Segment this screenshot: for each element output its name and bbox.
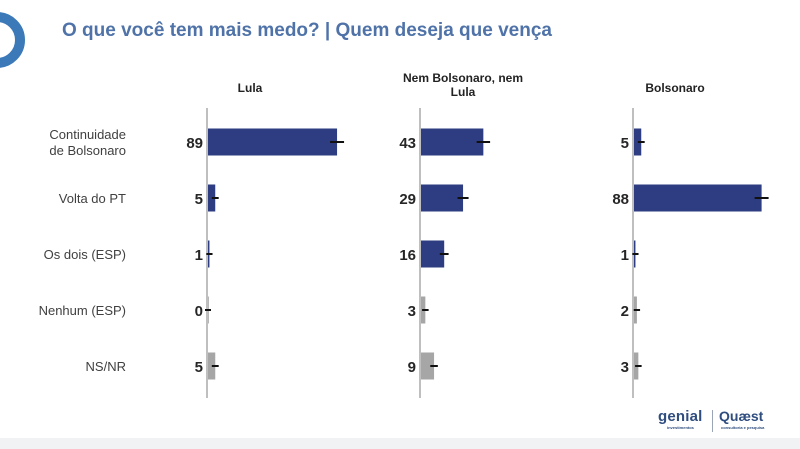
value-label: 1 [195,247,203,264]
value-label: 2 [621,303,629,320]
genial-logo-subtitle: investimentos [667,425,694,430]
value-label: 43 [399,135,416,152]
bar [421,184,464,212]
page-title: O que você tem mais medo? | Quem deseja … [62,20,552,41]
value-label: 88 [612,191,629,208]
bar [208,352,216,380]
quaest-ring-icon [0,12,25,68]
value-label: 9 [408,359,416,376]
value-label: 3 [408,303,416,320]
category-label: NS/NR [86,359,126,374]
footer-band [0,438,800,449]
value-label: 5 [195,191,203,208]
category-label: Nenhum (ESP) [39,303,126,318]
logo-divider [712,410,713,432]
bar [634,128,642,156]
quaest-logo: Quæst [719,408,764,424]
value-label: 1 [621,247,629,264]
bar [208,184,216,212]
value-label: 5 [621,135,629,152]
quaest-logo-subtitle: consultoria e pesquisa [721,425,765,430]
bar [208,128,338,156]
bar [421,352,435,380]
value-label: 89 [186,135,203,152]
value-label: 3 [621,359,629,376]
value-label: 0 [195,303,203,320]
bar [634,184,762,212]
series-header: Lula [238,81,263,95]
category-label: Continuidade de Bolsonaro [49,127,126,158]
series-header: Nem Bolsonaro, nem Lula [403,71,523,99]
category-label: Os dois (ESP) [44,247,126,262]
value-label: 5 [195,359,203,376]
category-label: Volta do PT [59,191,126,206]
bar [421,128,484,156]
bar [421,240,445,268]
genial-logo: genial [658,408,703,425]
value-label: 16 [399,247,416,264]
series-header: Bolsonaro [645,81,704,95]
value-label: 29 [399,191,416,208]
